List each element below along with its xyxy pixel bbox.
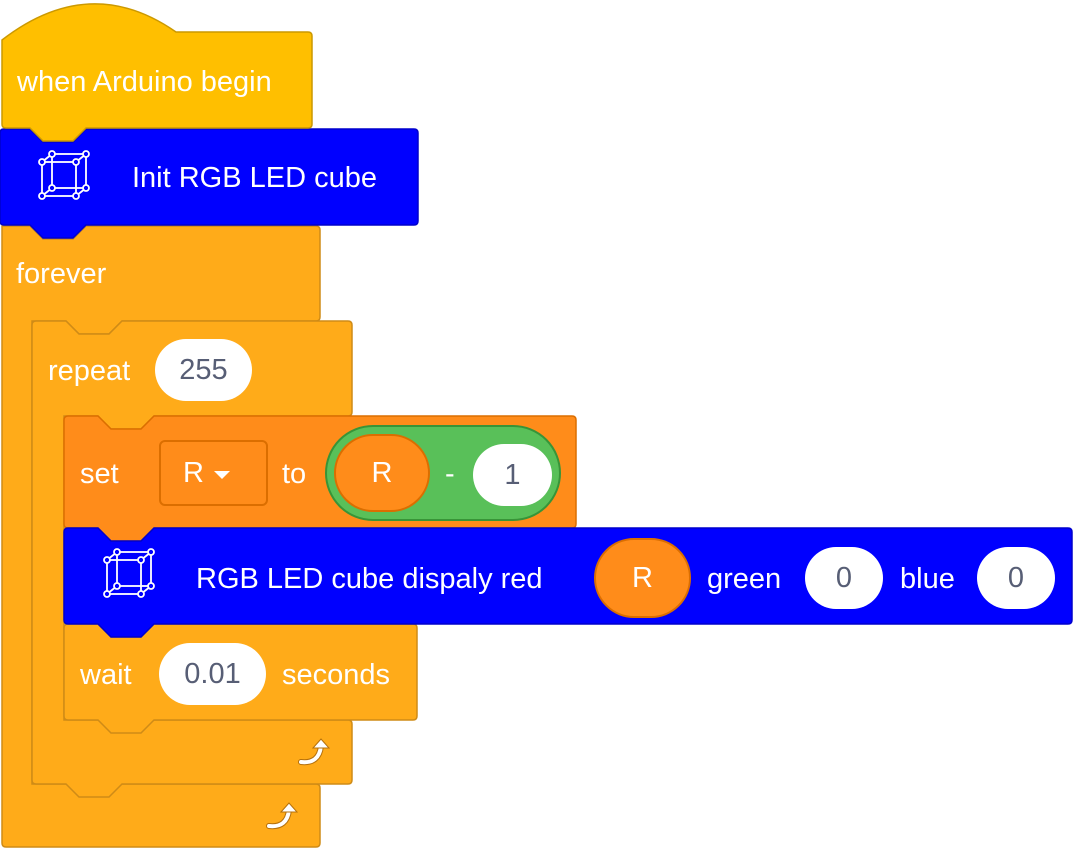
red-reporter-r[interactable]: R (594, 538, 691, 618)
led-cube-icon (103, 548, 155, 598)
seconds-label: seconds (282, 659, 391, 691)
variable-dropdown[interactable]: R (159, 440, 268, 506)
wait-label: wait (80, 659, 132, 691)
chevron-down-icon (213, 471, 230, 479)
led-cube-icon (38, 150, 90, 200)
green-label: green (707, 563, 782, 595)
subtract-symbol: - (445, 458, 455, 490)
repeat-count-input[interactable]: 255 (155, 339, 252, 401)
blue-label: blue (900, 563, 955, 595)
hat-block[interactable] (1, 3, 313, 142)
wait-seconds-input[interactable]: 0.01 (159, 643, 266, 705)
subtract-right-input[interactable]: 1 (473, 444, 552, 506)
display-label: RGB LED cube dispaly red (196, 563, 543, 595)
set-label: set (80, 458, 119, 490)
hat-label: when Arduino begin (17, 66, 272, 98)
variable-dropdown-value: R (183, 456, 204, 489)
loop-arrow-icon (298, 738, 331, 766)
forever-label: forever (16, 258, 107, 290)
init-label: Init RGB LED cube (132, 162, 377, 194)
blue-input[interactable]: 0 (977, 547, 1055, 609)
repeat-label: repeat (48, 355, 131, 387)
variable-reporter-r[interactable]: R (334, 434, 430, 512)
green-input[interactable]: 0 (805, 547, 883, 609)
loop-arrow-icon (266, 802, 299, 830)
to-label: to (282, 458, 307, 490)
init-led-cube-block[interactable] (0, 128, 419, 239)
